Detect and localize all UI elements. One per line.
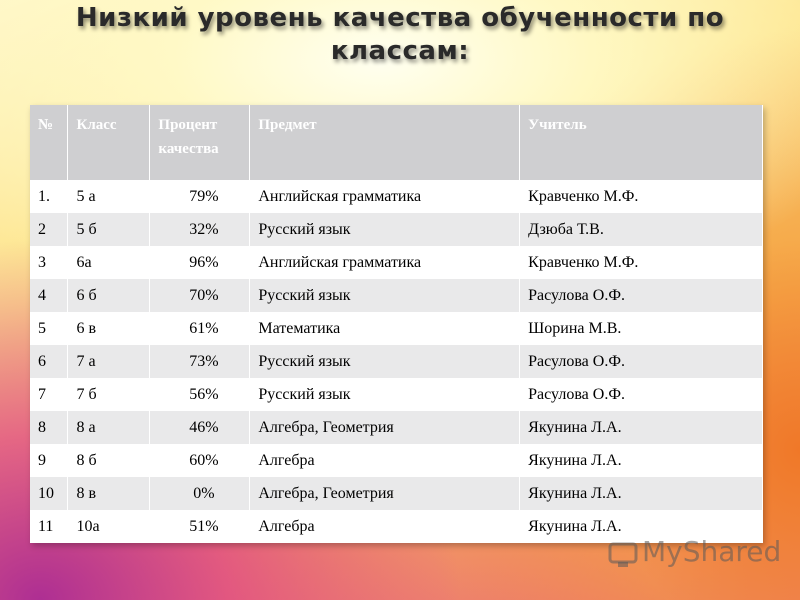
- table-cell: 8 а: [67, 411, 151, 444]
- watermark: MyShared: [642, 535, 782, 568]
- table-cell: 9: [30, 444, 69, 477]
- table-cell: Кравченко М.Ф.: [519, 246, 763, 279]
- table-cell: Кравченко М.Ф.: [519, 180, 763, 213]
- header-cell: Процент качества: [149, 105, 251, 180]
- header-row: № Класс Процент качества Предмет Учитель: [30, 105, 763, 180]
- table-row: 1. 5 а 79% Английская грамматика Кравченко М…: [30, 180, 763, 213]
- table-cell: Расулова О.Ф.: [519, 378, 763, 411]
- header-cell: Предмет: [249, 105, 521, 180]
- table-cell: Математика: [249, 312, 521, 345]
- table-cell: Алгебра: [249, 510, 521, 543]
- table-cell: 8 в: [67, 477, 151, 510]
- table-cell: Алгебра: [249, 444, 521, 477]
- table-cell: Русский язык: [249, 213, 521, 246]
- table-cell: 79%: [149, 180, 251, 213]
- table-cell: Русский язык: [249, 378, 521, 411]
- table-cell: 1.: [30, 180, 69, 213]
- table-cell: 56%: [149, 378, 251, 411]
- table-cell: Расулова О.Ф.: [519, 345, 763, 378]
- table-cell: 5 б: [67, 213, 151, 246]
- table-cell: 7: [30, 378, 69, 411]
- table-cell: 10: [30, 477, 69, 510]
- table-cell: 32%: [149, 213, 251, 246]
- table-cell: 73%: [149, 345, 251, 378]
- table-cell: 8 б: [67, 444, 151, 477]
- table-cell: 46%: [149, 411, 251, 444]
- table-cell: Алгебра, Геометрия: [249, 411, 521, 444]
- table-cell: 7 б: [67, 378, 151, 411]
- table-cell: 3: [30, 246, 69, 279]
- table-row: 11 10а 51% Алгебра Якунина Л.А.: [30, 510, 763, 543]
- table-cell: 70%: [149, 279, 251, 312]
- table-cell: 6 в: [67, 312, 151, 345]
- table-cell: Дзюба Т.В.: [519, 213, 763, 246]
- table-cell: Алгебра, Геометрия: [249, 477, 521, 510]
- table-cell: 8: [30, 411, 69, 444]
- quality-table: № Класс Процент качества Предмет Учитель 1. 5…: [30, 105, 763, 543]
- table-cell: 51%: [149, 510, 251, 543]
- title-line: классам:: [330, 36, 470, 66]
- table-cell: 0%: [149, 477, 251, 510]
- header-cell: №: [30, 105, 69, 180]
- table-cell: Английская грамматика: [249, 246, 521, 279]
- table-cell: 5 а: [67, 180, 151, 213]
- table-cell: Английская грамматика: [249, 180, 521, 213]
- table-cell: 4: [30, 279, 69, 312]
- table-cell: 96%: [149, 246, 251, 279]
- table-cell: 6: [30, 345, 69, 378]
- table-row: 3 6а 96% Английская грамматика Кравченко М.Ф…: [30, 246, 763, 279]
- table-cell: Русский язык: [249, 279, 521, 312]
- table-cell: 10а: [67, 510, 151, 543]
- table-cell: 60%: [149, 444, 251, 477]
- title: Низкий уровень качества обученности по к…: [0, 2, 800, 68]
- table-cell: Шорина М.В.: [519, 312, 763, 345]
- table-cell: Русский язык: [249, 345, 521, 378]
- header-cell: Учитель: [519, 105, 763, 180]
- table-cell: Расулова О.Ф.: [519, 279, 763, 312]
- header-cell: Класс: [67, 105, 151, 180]
- table-cell: Якунина Л.А.: [519, 477, 763, 510]
- table-cell: 11: [30, 510, 69, 543]
- table-cell: 2: [30, 213, 69, 246]
- table-body: 1. 5 а 79% Английская грамматика Кравченко М…: [30, 180, 763, 543]
- table-cell: 6а: [67, 246, 151, 279]
- table-cell: 61%: [149, 312, 251, 345]
- table-cell: 5: [30, 312, 69, 345]
- table-row: 10 8 в 0% Алгебра, Геометрия Якунина Л.А.: [30, 477, 763, 510]
- title-line: Низкий уровень качества обученности по: [75, 3, 725, 33]
- table-cell: 6 б: [67, 279, 151, 312]
- table-cell: Якунина Л.А.: [519, 411, 763, 444]
- table-cell: Якунина Л.А.: [519, 510, 763, 543]
- table-cell: 7 а: [67, 345, 151, 378]
- table-cell: Якунина Л.А.: [519, 444, 763, 477]
- watermark-icon: [608, 542, 638, 567]
